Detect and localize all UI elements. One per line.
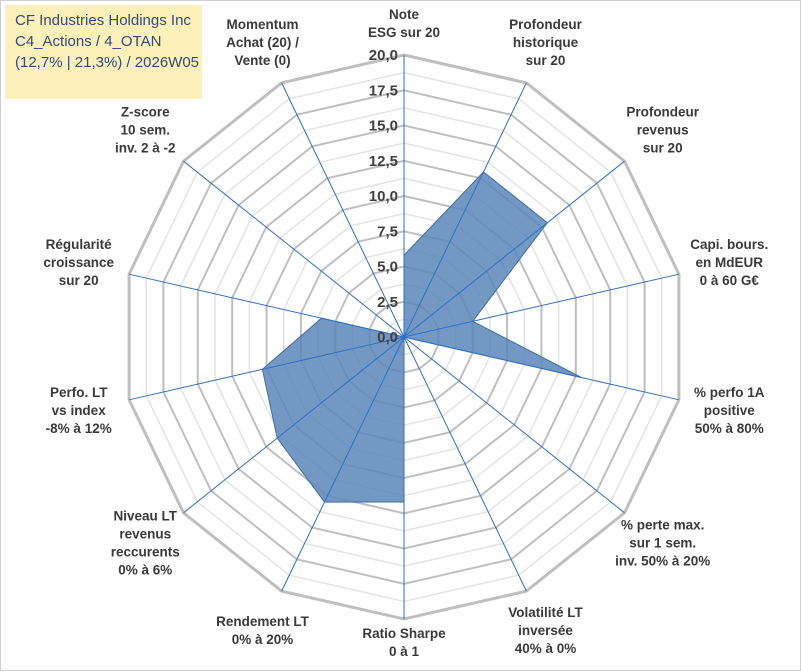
axis-label-line: reccurents xyxy=(111,544,180,559)
axis-label-line: croissance xyxy=(43,255,114,270)
chart-title-line-1: CF Industries Holdings Inc xyxy=(15,12,191,29)
axis-spoke xyxy=(403,273,680,338)
axis-spoke xyxy=(403,160,625,338)
axis-label-line: historique xyxy=(513,35,579,50)
axis-label-line: 10 sem. xyxy=(121,123,171,138)
axis-label: Momentum Achat (20) / Vente (0) xyxy=(226,17,299,68)
axis-label-line: 0% à 6% xyxy=(118,562,172,577)
axis-label-line: 40% à 0% xyxy=(515,641,577,656)
axis-label-line: 0% à 20% xyxy=(232,632,294,647)
chart-title-line-3: (12,7% | 21,3%) / 2026W05 xyxy=(15,54,199,71)
axis-label-line: Z-score xyxy=(121,105,170,120)
axis-label: Profondeur historique sur 20 xyxy=(509,17,582,68)
axis-label-line: Ratio Sharpe xyxy=(362,626,446,641)
axis-label-line: Profondeur xyxy=(509,17,582,32)
axis-label-line: inv. 50% à 20% xyxy=(615,553,710,568)
axis-label: Note ESG sur 20 xyxy=(368,7,440,40)
axis-label-line: Achat (20) / xyxy=(226,35,299,50)
radial-tick-labels: 0,0 2,5 5,0 7,5 10,0 12,5 15,0 17,5 20,0 xyxy=(369,47,398,346)
tick-label: 12,5 xyxy=(369,153,398,170)
axis-label-line: 50% à 80% xyxy=(695,421,764,436)
axis-label-line: % perfo 1A xyxy=(694,385,765,400)
axis-label-line: 0 à 1 xyxy=(389,644,420,659)
axis-spoke xyxy=(281,336,405,592)
axis-label-line: Perfo. LT xyxy=(50,385,108,400)
axis-label-line: sur 20 xyxy=(643,141,683,156)
axis-spoke xyxy=(128,273,405,338)
axis-label-line: sur 20 xyxy=(59,273,99,288)
tick-label: 10,0 xyxy=(369,188,398,205)
axis-label: Capi. bours. en MdEUR 0 à 60 G€ xyxy=(690,237,768,288)
axis-label-line: Volatilité LT xyxy=(508,605,583,620)
axis-label-line: Vente (0) xyxy=(234,53,290,68)
tick-label: 7,5 xyxy=(377,223,398,240)
tick-label: 20,0 xyxy=(369,47,398,64)
axis-spoke xyxy=(403,336,625,514)
axis-label-line: Rendement LT xyxy=(216,614,310,629)
axis-spoke xyxy=(128,336,405,401)
axis-label: Perfo. LT vs index -8% à 12% xyxy=(46,385,112,436)
axis-label: Régularité croissance sur 20 xyxy=(43,237,114,288)
axis-label-line: sur 20 xyxy=(526,53,566,68)
tick-label: 15,0 xyxy=(369,118,398,135)
axis-label-line: inv. 2 à -2 xyxy=(115,141,176,156)
axis-label-line: positive xyxy=(704,403,756,418)
axis-spoke xyxy=(183,160,405,338)
tick-label: 5,0 xyxy=(377,259,398,276)
axis-label-line: en MdEUR xyxy=(696,255,764,270)
axis-spoke xyxy=(403,336,527,592)
axis-label-line: Régularité xyxy=(46,237,113,252)
tick-label: 17,5 xyxy=(369,82,398,99)
axis-label-line: Momentum xyxy=(227,17,299,32)
axis-label-line: revenus xyxy=(119,526,171,541)
axis-label-line: ESG sur 20 xyxy=(368,25,440,40)
axis-label: Rendement LT 0% à 20% xyxy=(216,614,310,647)
axis-spoke xyxy=(281,82,405,338)
axis-label-line: Niveau LT xyxy=(114,508,178,523)
axis-label-line: sur 1 sem. xyxy=(629,535,696,550)
axis-label: % perfo 1A positive 50% à 80% xyxy=(694,385,765,436)
axis-label-line: % perte max. xyxy=(621,517,704,532)
axis-label-line: Profondeur xyxy=(626,105,699,120)
axis-label-line: Note xyxy=(389,7,419,22)
axis-spoke xyxy=(183,336,405,514)
axis-label-line: -8% à 12% xyxy=(46,421,112,436)
chart-title-line-2: C4_Actions / 4_OTAN xyxy=(15,33,162,50)
axis-label: Profondeur revenus sur 20 xyxy=(626,105,699,156)
tick-label: 2,5 xyxy=(377,294,398,311)
axis-label: % perte max. sur 1 sem. inv. 50% à 20% xyxy=(615,517,710,568)
axis-label-line: revenus xyxy=(637,123,689,138)
axis-label-line: vs index xyxy=(52,403,107,418)
chart-title-box: CF Industries Holdings Inc C4_Actions / … xyxy=(5,5,202,99)
axis-label: Z-score 10 sem. inv. 2 à -2 xyxy=(115,105,176,156)
axis-label: Volatilité LT inversée 40% à 0% xyxy=(508,605,583,656)
axis-spoke xyxy=(403,82,527,338)
axis-label: Niveau LT revenus reccurents 0% à 6% xyxy=(111,508,180,577)
axis-label: Ratio Sharpe 0 à 1 xyxy=(362,626,446,659)
axis-spoke xyxy=(403,336,680,401)
axis-label-line: inversée xyxy=(518,623,573,638)
tick-label: 0,0 xyxy=(377,329,398,346)
axis-label-line: 0 à 60 G€ xyxy=(700,273,760,288)
axis-label-line: Capi. bours. xyxy=(690,237,768,252)
radar-spokes xyxy=(128,55,680,619)
axis-labels: Note ESG sur 20 Profondeur historique sur 20… xyxy=(43,7,768,659)
